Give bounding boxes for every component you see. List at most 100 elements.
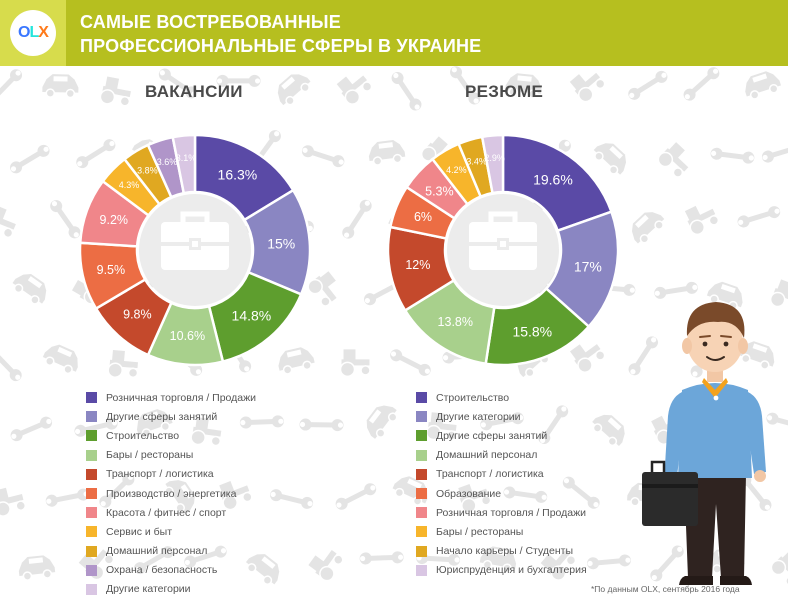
vacancies-legend: Розничная торговля / Продажи Другие сферы… (86, 388, 256, 599)
slice-value-label: 9.2% (100, 213, 129, 227)
slice-value-label: 10.6% (170, 329, 205, 343)
legend-label: Красота / фитнес / спорт (106, 506, 227, 519)
legend-swatch (416, 488, 427, 500)
wrench-icon (628, 70, 668, 100)
tractor-icon (0, 205, 16, 239)
page-title-line-1: САМЫЕ ВОСТРЕБОВАННЫЕ (80, 12, 341, 32)
page-title-line-2: ПРОФЕССИОНАЛЬНЫЕ СФЕРЫ В УКРАИНЕ (80, 36, 482, 56)
slice-value-label: 19.6% (533, 171, 573, 187)
legend-swatch (416, 564, 427, 576)
legend-item: Другие сферы занятий (416, 426, 587, 445)
tractor-icon (307, 271, 337, 307)
logo-letter: O (18, 24, 30, 41)
legend-label: Юриспруденция и бухгалтерия (436, 564, 587, 577)
legend-item: Другие категории (416, 407, 587, 426)
legend-label: Образование (436, 487, 502, 500)
legend-item: Юриспруденция и бухгалтерия (416, 561, 587, 580)
legend-item: Производство / энергетика (86, 484, 256, 503)
wrench-icon (10, 416, 53, 442)
slice-value-label: 4.3% (119, 180, 140, 190)
car-icon (42, 74, 79, 99)
legend-item: Бары / рестораны (86, 446, 256, 465)
wrench-icon (50, 200, 81, 239)
car-icon (18, 555, 56, 581)
wrench-icon (683, 67, 720, 101)
wrench-icon (76, 139, 116, 169)
logo-letter: L (29, 24, 40, 41)
donut-slice (171, 133, 197, 195)
slice-value-label: 2.9% (484, 153, 505, 163)
wrench-icon (184, 545, 227, 568)
legend-swatch (86, 526, 97, 538)
legend-item: Розничная торговля / Продажи (86, 388, 256, 407)
legend-label: Розничная торговля / Продажи (106, 391, 257, 404)
vacancies-chart-title: ВАКАНСИИ (145, 82, 243, 101)
tractor-icon (657, 142, 689, 178)
car-icon (368, 140, 406, 166)
legend-label: Другие категории (436, 410, 521, 423)
legend-label: Начало карьеры / Студенты (436, 545, 573, 558)
legend-swatch (86, 507, 97, 519)
legend-swatch (86, 430, 97, 442)
legend-swatch (86, 468, 97, 480)
legend-item: Домашний персонал (416, 446, 587, 465)
wrench-icon (10, 144, 50, 174)
wrench-icon (216, 74, 261, 87)
car-icon (278, 347, 315, 375)
header-bar: OLX САМЫЕ ВОСТРЕБОВАННЫЕ ПРОФЕССИОНАЛЬНЫ… (0, 0, 788, 66)
wrench-icon (342, 199, 372, 239)
legend-swatch (416, 411, 427, 423)
car-icon (164, 480, 195, 514)
legend-label: Строительство (106, 429, 180, 442)
logo-letter: X (38, 24, 49, 41)
olx-logo: OLX (10, 10, 56, 56)
legend-swatch (86, 564, 97, 576)
car-icon (593, 143, 627, 175)
legend-item: Транспорт / логистика (86, 465, 256, 484)
legend-swatch (86, 411, 97, 423)
slice-value-label: 12% (405, 258, 430, 272)
wrench-icon (45, 488, 90, 507)
wrench-icon (301, 145, 345, 168)
slice-value-label: 5.3% (425, 184, 454, 198)
legend-label: Строительство (436, 391, 510, 404)
slice-value-label: 15.8% (512, 323, 552, 339)
wrench-icon (99, 473, 135, 508)
tractor-icon (540, 550, 577, 581)
legend-label: Сервис и быт (106, 525, 173, 538)
wrench-icon (158, 68, 198, 99)
legend-swatch (86, 545, 97, 557)
legend-item: Бары / рестораны (416, 522, 587, 541)
briefcase-icon (161, 211, 229, 270)
wrench-icon (562, 476, 600, 509)
legend-item: Сервис и быт (86, 522, 256, 541)
wrench-icon (628, 336, 658, 376)
resumes-donut-chart: 19.6% 17% 15.8% 13.8% 12% 6% 5.3% 4.2%3.4%2.9% (386, 133, 620, 367)
wrench-icon (737, 206, 781, 228)
legend-label: Транспорт / логистика (106, 468, 214, 481)
wrench-icon (0, 352, 22, 382)
car-icon (706, 281, 743, 311)
legend-label: Домашний персонал (436, 449, 538, 462)
wrench-icon (710, 147, 755, 164)
tractor-icon (0, 487, 26, 517)
car-icon (136, 409, 173, 438)
slice-value-label: 3.4% (466, 156, 487, 166)
wrench-icon (359, 551, 404, 565)
legend-swatch (416, 468, 427, 480)
legend-item: Красота / фитнес / спорт (86, 503, 256, 522)
legend-swatch (416, 392, 427, 404)
car-icon (366, 405, 398, 439)
legend-label: Другие сферы занятий (436, 429, 548, 442)
legend-swatch (86, 488, 97, 500)
legend-item: Розничная торговля / Продажи (416, 503, 587, 522)
wrench-icon (74, 417, 118, 437)
tractor-icon (308, 549, 344, 582)
legend-item: Другие категории (86, 580, 256, 599)
resumes-legend: Строительство Другие категории Другие сфер… (416, 388, 587, 580)
legend-swatch (416, 545, 427, 557)
legend-label: Охрана / безопасность (106, 564, 218, 577)
logo-box: OLX (0, 0, 66, 66)
wrench-icon (587, 554, 631, 570)
wrench-icon (270, 489, 314, 509)
